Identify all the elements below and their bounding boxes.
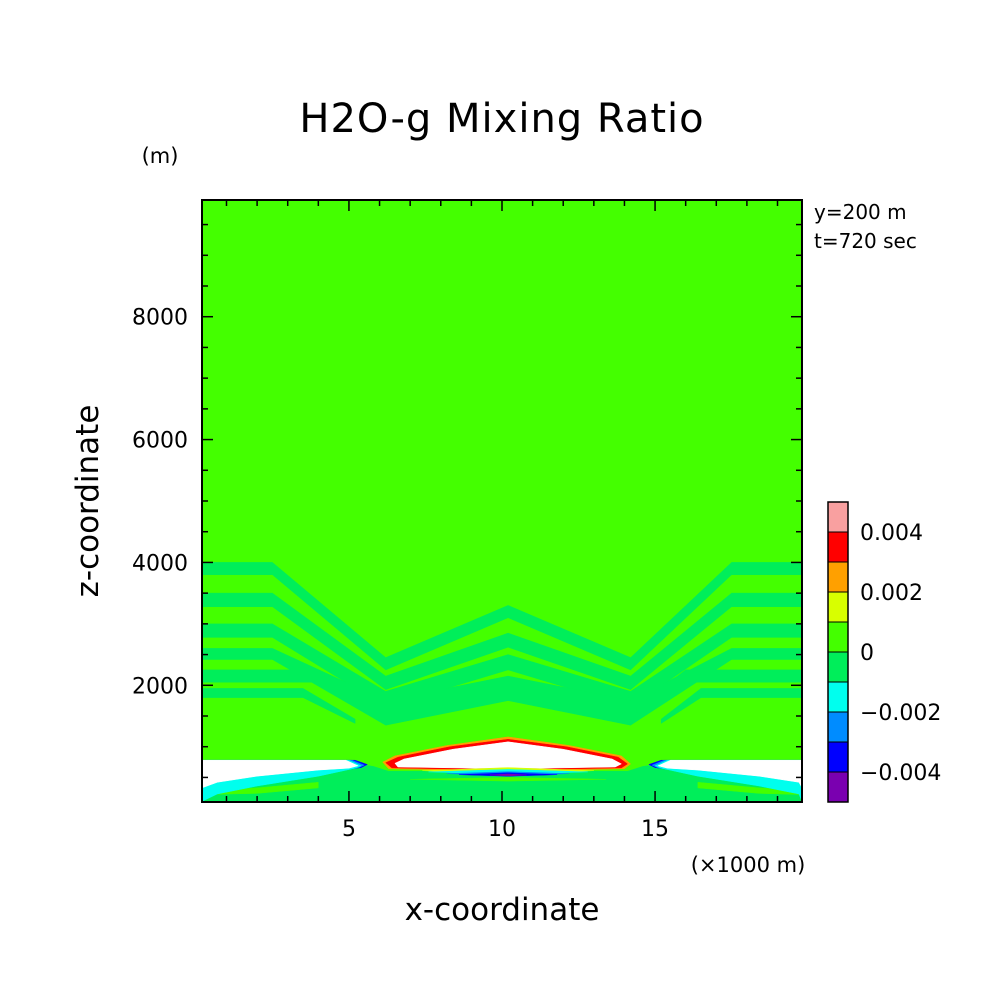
colorbar-swatch bbox=[828, 562, 848, 592]
colorbar-tick-label: 0.002 bbox=[860, 581, 923, 606]
colorbar-tick-label: −0.002 bbox=[860, 701, 941, 726]
colorbar-swatch bbox=[828, 742, 848, 772]
colorbar-swatch bbox=[828, 712, 848, 742]
colorbar: 0.004 0.002 0 −0.002 −0.004 bbox=[827, 501, 941, 803]
colorbar-swatch bbox=[828, 592, 848, 622]
contour-band-0 bbox=[202, 562, 802, 671]
contour-blob-11 bbox=[394, 741, 622, 770]
x-tick-label: 10 bbox=[488, 817, 516, 842]
y-tick-label: 6000 bbox=[132, 429, 188, 454]
x-tick-label: 15 bbox=[641, 817, 669, 842]
contour-blob-16 bbox=[489, 773, 527, 777]
chart-title: H2O-g Mixing Ratio bbox=[299, 96, 704, 142]
plot-area bbox=[202, 200, 802, 802]
y-tick-label: 8000 bbox=[132, 306, 188, 331]
time-annotation: t=720 sec bbox=[814, 229, 917, 253]
contour-band-1 bbox=[202, 592, 802, 690]
colorbar-swatch bbox=[828, 532, 848, 562]
colorbar-swatch bbox=[828, 622, 848, 652]
contour-blob-26 bbox=[202, 759, 359, 789]
colorbar-swatch bbox=[828, 652, 848, 682]
contour-band-4 bbox=[202, 669, 380, 714]
colorbar-tick-label: −0.004 bbox=[860, 761, 941, 786]
contour-band-5 bbox=[636, 669, 802, 714]
colorbar-tick-label: 0 bbox=[860, 641, 874, 666]
colorbar-tick-label: 0.004 bbox=[860, 521, 923, 546]
colorbar-frame bbox=[827, 501, 849, 803]
colorbar-swatch bbox=[828, 682, 848, 712]
y-tick-label: 4000 bbox=[132, 551, 188, 576]
contour-band-6 bbox=[202, 688, 356, 724]
colorbar-swatch bbox=[828, 502, 848, 532]
x-tick-label: 5 bbox=[342, 817, 356, 842]
contour-blob-27 bbox=[657, 759, 802, 789]
axis-ticks: 5 10 15 2000 4000 6000 8000 bbox=[132, 200, 802, 842]
contour-blob-18 bbox=[202, 782, 319, 795]
colorbar-swatch bbox=[828, 772, 848, 802]
contour-blob-19 bbox=[697, 782, 802, 795]
contour-blob-17 bbox=[410, 777, 607, 782]
y-tick-label: 2000 bbox=[132, 674, 188, 699]
x-unit-label: (×1000 m) bbox=[691, 853, 806, 877]
contour-band-7 bbox=[660, 688, 802, 724]
contour-regions bbox=[202, 562, 802, 802]
y-axis-label: z-coordinate bbox=[70, 405, 106, 598]
y-position-annotation: y=200 m bbox=[814, 200, 907, 224]
x-axis-label: x-coordinate bbox=[405, 892, 600, 928]
plot-background bbox=[202, 200, 802, 802]
y-unit-label: (m) bbox=[142, 144, 179, 168]
